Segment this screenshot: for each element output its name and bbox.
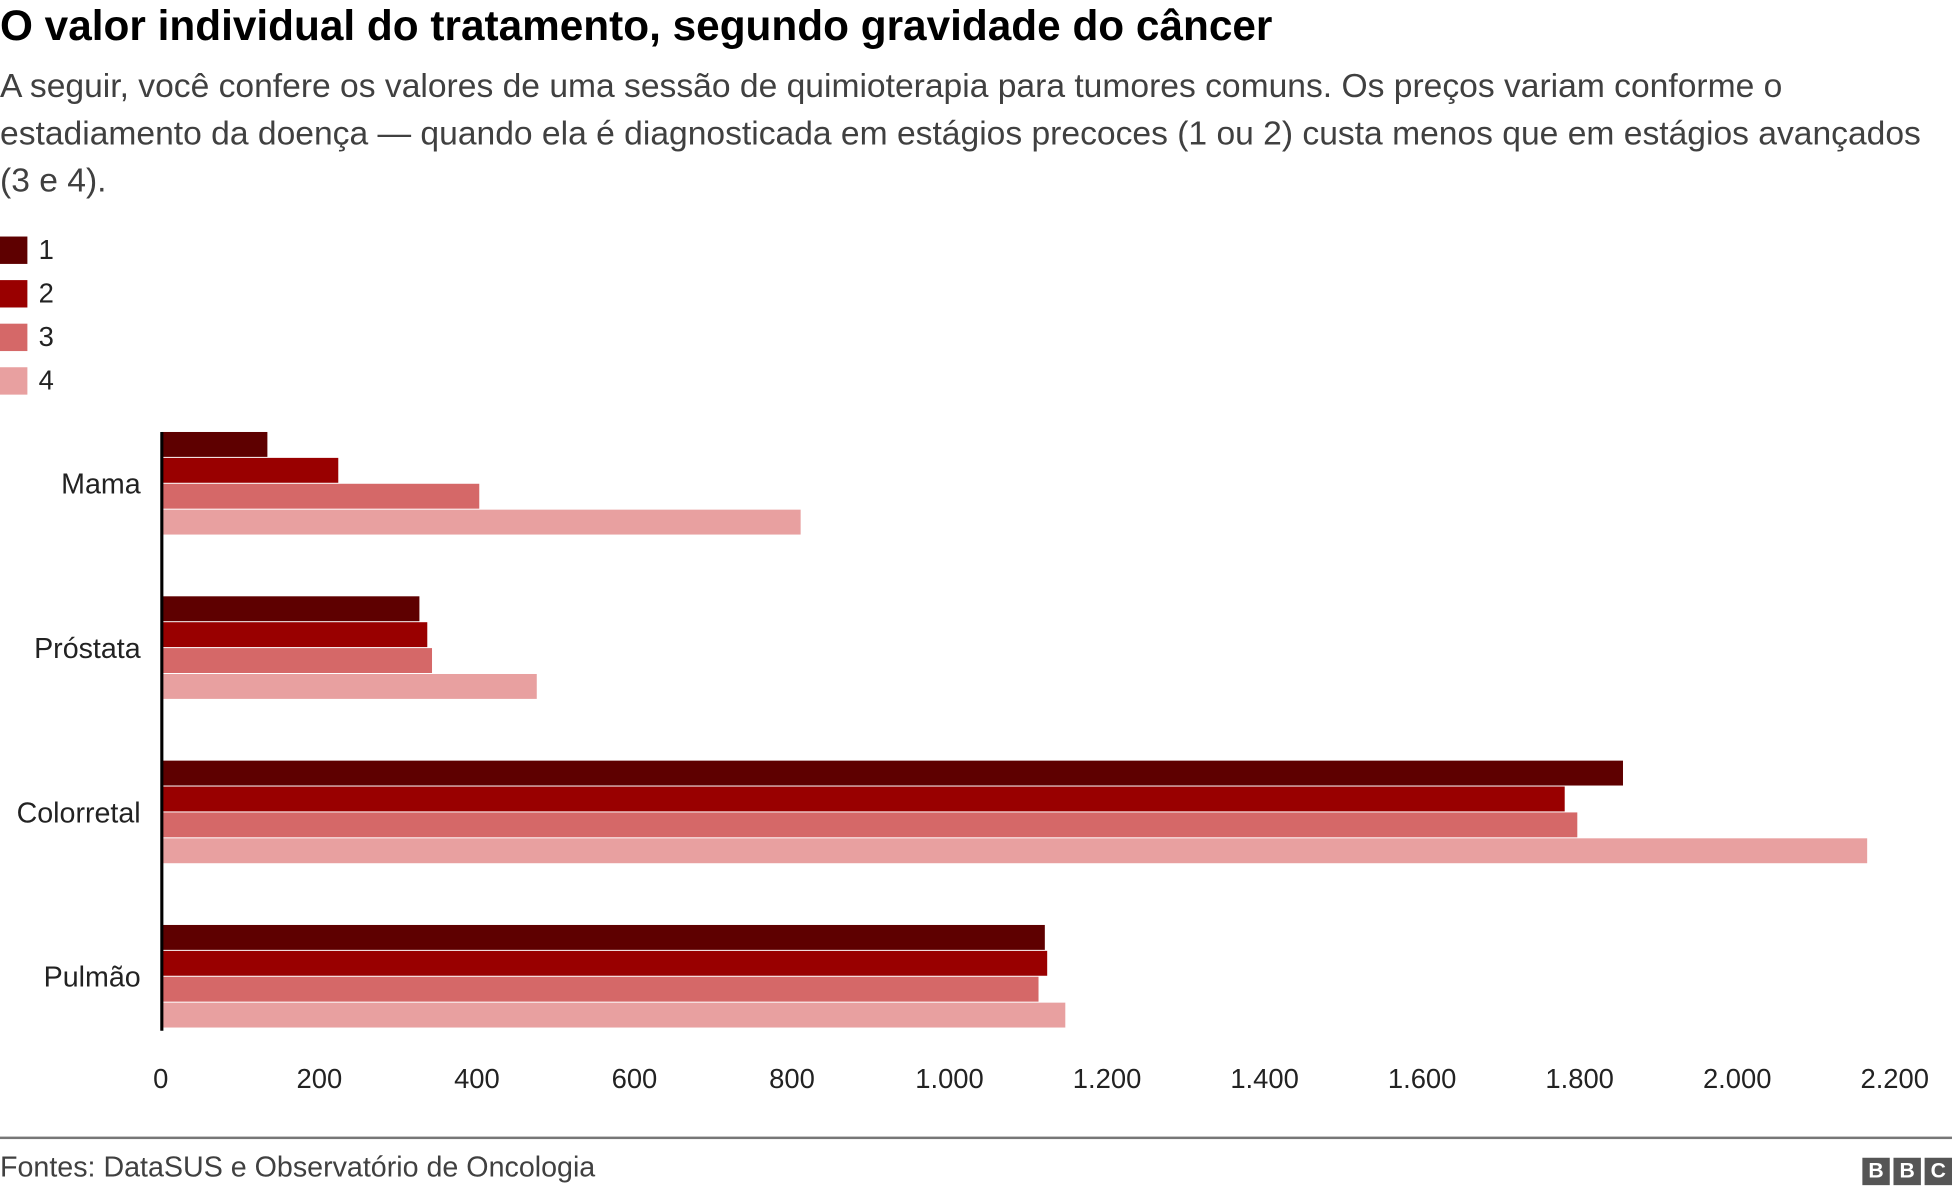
- chart-subtitle: A seguir, você confere os valores de uma…: [0, 67, 1921, 200]
- bar: [161, 596, 420, 622]
- bar-chart: Mama Próstata Colorretal Pulmão 0 200 400 600 80…: [17, 431, 1929, 1094]
- category-label: Colorretal: [17, 797, 141, 829]
- legend-label: 3: [38, 321, 54, 353]
- bar: [161, 483, 480, 509]
- bar: [161, 760, 1623, 786]
- legend-label: 2: [38, 277, 54, 309]
- legend-swatch: [0, 323, 28, 352]
- bar: [161, 976, 1039, 1002]
- legend-label: 1: [38, 234, 54, 266]
- bar: [161, 924, 1045, 950]
- bar: [161, 786, 1565, 812]
- x-tick-label: 200: [297, 1063, 343, 1094]
- bbc-logo-letter: B: [1893, 1157, 1921, 1186]
- x-tick-label: 800: [769, 1063, 815, 1094]
- x-tick-label: 1.800: [1545, 1063, 1614, 1094]
- x-tick-label: 0: [153, 1063, 168, 1094]
- legend-item: 2: [0, 278, 54, 310]
- bar: [161, 457, 339, 483]
- x-tick-label: 2.000: [1703, 1063, 1772, 1094]
- category-label: Pulmão: [44, 962, 141, 994]
- bar: [161, 431, 268, 457]
- bar: [161, 673, 537, 699]
- source-note: Fontes: DataSUS e Observatório de Oncolo…: [0, 1150, 596, 1183]
- x-tick-label: 2.200: [1860, 1063, 1929, 1094]
- bbc-logo-letter: C: [1924, 1157, 1952, 1186]
- x-tick-label: 400: [454, 1063, 500, 1094]
- bar: [161, 838, 1868, 864]
- legend-item: 4: [0, 365, 54, 397]
- legend-swatch: [0, 236, 28, 264]
- bar: [161, 648, 433, 673]
- legend-swatch: [0, 367, 28, 395]
- legend-item: 1: [0, 234, 54, 266]
- x-tick-label: 1.600: [1388, 1063, 1457, 1094]
- x-tick-label: 1.400: [1230, 1063, 1299, 1094]
- bar: [161, 1002, 1066, 1028]
- bar: [161, 622, 428, 648]
- category-label: Próstata: [34, 633, 141, 665]
- category-label: Mama: [61, 469, 141, 501]
- legend-swatch: [0, 280, 28, 308]
- x-tick-label: 600: [612, 1063, 658, 1094]
- bar: [161, 812, 1578, 838]
- chart-title: O valor individual do tratamento, segund…: [0, 2, 1273, 50]
- x-tick-label: 1.200: [1073, 1063, 1142, 1094]
- bar: [161, 509, 801, 535]
- bar: [161, 950, 1048, 976]
- footer-divider: [0, 1136, 1952, 1140]
- legend-item: 3: [0, 321, 54, 353]
- x-tick-label: 1.000: [915, 1063, 984, 1094]
- bbc-logo-letter: B: [1862, 1157, 1890, 1186]
- bbc-logo: B B C: [1862, 1157, 1952, 1186]
- legend-label: 4: [38, 364, 54, 396]
